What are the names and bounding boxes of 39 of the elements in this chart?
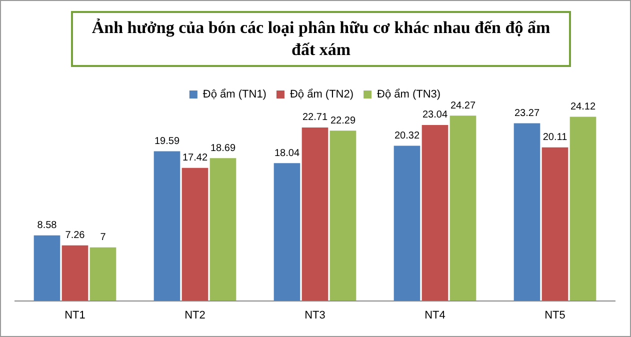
bar bbox=[570, 116, 596, 301]
x-tick-label: NT3 bbox=[304, 309, 326, 322]
legend-label: Độ ẩm (TN2) bbox=[290, 88, 354, 101]
bar bbox=[542, 147, 568, 301]
data-label: 7 bbox=[100, 232, 106, 244]
bar bbox=[330, 130, 356, 301]
bar bbox=[90, 247, 116, 301]
legend-label: Độ ẩm (TN3) bbox=[377, 88, 441, 101]
data-label: 8.58 bbox=[37, 220, 58, 232]
chart-title: Ảnh hưởng của bón các loại phân hữu cơ khác nhau đến độ ẩm đất xám bbox=[71, 11, 571, 67]
bar bbox=[154, 151, 180, 301]
bar bbox=[62, 245, 88, 301]
data-label: 7.26 bbox=[65, 230, 86, 242]
data-label: 19.59 bbox=[154, 136, 180, 148]
bar bbox=[302, 127, 328, 301]
x-tick-label: NT1 bbox=[64, 309, 86, 322]
data-label: 23.04 bbox=[422, 110, 448, 121]
bar bbox=[394, 146, 420, 301]
legend-label: Độ ẩm (TN1) bbox=[202, 88, 266, 101]
data-label: 24.12 bbox=[570, 101, 596, 112]
data-label: 24.27 bbox=[450, 100, 476, 112]
bar bbox=[514, 123, 540, 301]
data-label: 22.29 bbox=[330, 115, 356, 126]
x-tick-label: NT2 bbox=[184, 309, 206, 322]
bar bbox=[422, 124, 448, 301]
bar bbox=[182, 168, 208, 301]
data-label: 18.04 bbox=[274, 148, 300, 159]
bar bbox=[34, 235, 60, 301]
data-label: 18.69 bbox=[210, 142, 236, 154]
data-label: 20.32 bbox=[394, 130, 420, 142]
data-label: 23.27 bbox=[514, 108, 540, 119]
x-tick-label: NT4 bbox=[424, 309, 446, 322]
data-label: 20.11 bbox=[542, 132, 568, 144]
data-label: 22.71 bbox=[302, 112, 328, 124]
data-label: 17.42 bbox=[182, 152, 208, 164]
bar bbox=[274, 163, 300, 301]
x-tick-label: NT5 bbox=[544, 309, 566, 322]
bar bbox=[450, 116, 476, 301]
bar bbox=[210, 158, 236, 301]
